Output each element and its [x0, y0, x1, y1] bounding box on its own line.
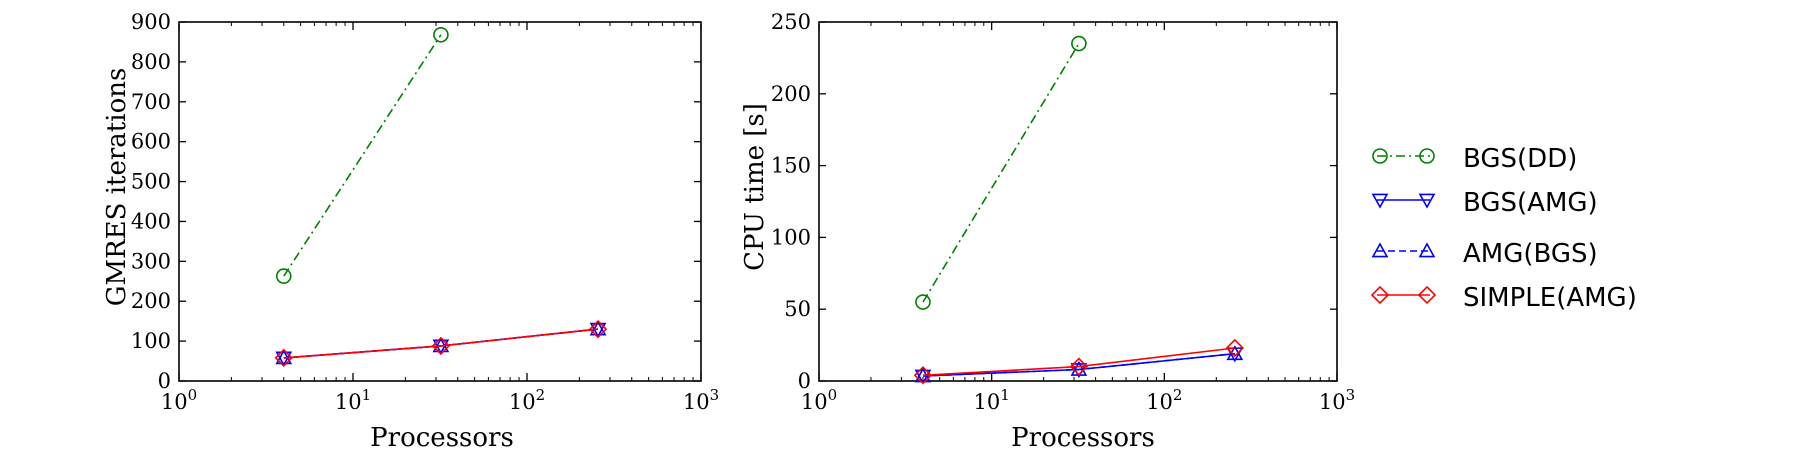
- legend-marker-bgs-dd: [1372, 148, 1388, 164]
- y-axis-label: GMRES iterations: [102, 68, 132, 307]
- data-point-simple-amg: [431, 336, 451, 356]
- y-tick-label: 500: [131, 170, 171, 194]
- series-line-bgs-dd: [922, 43, 1080, 303]
- legend-marker-amg-bgs: [1418, 242, 1436, 258]
- legend-marker-amg-bgs: [1371, 242, 1389, 258]
- legend-label-simple-amg: SIMPLE(AMG): [1463, 283, 1637, 313]
- x-tick-label: 102: [509, 386, 545, 414]
- series-line-amg-bgs: [922, 352, 1235, 377]
- y-tick-label: 200: [771, 82, 811, 106]
- legend-marker-bgs-amg: [1418, 193, 1436, 209]
- legend-label-bgs-dd: BGS(DD): [1463, 144, 1577, 174]
- legend-label-amg-bgs: AMG(BGS): [1463, 239, 1598, 269]
- x-tick-label: 100: [801, 386, 837, 414]
- series-line-bgs-dd: [283, 34, 442, 277]
- x-tick-label: 103: [1319, 386, 1355, 414]
- legend-label-bgs-amg: BGS(AMG): [1463, 188, 1598, 218]
- chart-cpu-time: Processors CPU time [s] 0 50 100 150 200 250 1…: [740, 10, 1355, 452]
- y-tick-label: 600: [131, 130, 171, 154]
- plot-frame: [818, 21, 1338, 382]
- legend-marker-bgs-amg: [1371, 193, 1389, 209]
- data-point-simple-amg: [588, 319, 608, 339]
- x-tick-label: 102: [1146, 386, 1182, 414]
- y-tick-label: 100: [771, 225, 811, 249]
- legend-marker-simple-amg: [1370, 285, 1390, 305]
- y-tick-label: 800: [131, 50, 171, 74]
- y-tick-label: 900: [131, 10, 171, 34]
- x-tick-label: 100: [161, 386, 197, 414]
- data-point-simple-amg: [274, 348, 293, 368]
- data-point-bgs-dd: [1071, 35, 1087, 52]
- data-point-simple-amg: [913, 366, 933, 385]
- x-tick-label: 101: [974, 386, 1010, 414]
- data-point-bgs-dd: [275, 268, 292, 284]
- y-tick-label: 700: [131, 90, 171, 114]
- data-point-simple-amg: [1225, 338, 1245, 358]
- plot-frame: [178, 21, 702, 382]
- series-line-simple-amg: [922, 347, 1235, 377]
- legend-marker-simple-amg: [1417, 285, 1437, 305]
- x-axis-label: Processors: [370, 423, 514, 452]
- y-tick-label: 50: [784, 297, 811, 321]
- data-point-simple-amg: [1069, 357, 1089, 376]
- y-tick-label: 100: [131, 329, 171, 353]
- y-tick-label: 150: [771, 154, 811, 178]
- data-point-bgs-dd: [915, 294, 931, 310]
- legend: BGS(DD) BGS(AMG) AMG(BGS) SIMPLE(AMG): [1370, 144, 1637, 313]
- y-axis-label: CPU time [s]: [740, 103, 770, 271]
- chart-gmres-iterations: Processors GMRES iterations 010020030040…: [102, 10, 719, 452]
- series-line-simple-amg: [283, 328, 599, 359]
- y-tick-label: 200: [131, 289, 171, 313]
- legend-marker-bgs-dd: [1419, 148, 1435, 164]
- x-tick-label: 101: [335, 386, 371, 414]
- y-tick-label: 0: [158, 369, 171, 393]
- data-point-amg-bgs: [589, 320, 607, 336]
- y-tick-label: 400: [131, 209, 171, 233]
- y-tick-label: 250: [771, 10, 811, 34]
- y-tick-label: 300: [131, 249, 171, 273]
- y-tick-label: 0: [798, 369, 811, 393]
- x-axis-label: Processors: [1011, 423, 1155, 452]
- data-point-bgs-dd: [433, 26, 449, 43]
- x-tick-label: 103: [683, 386, 719, 414]
